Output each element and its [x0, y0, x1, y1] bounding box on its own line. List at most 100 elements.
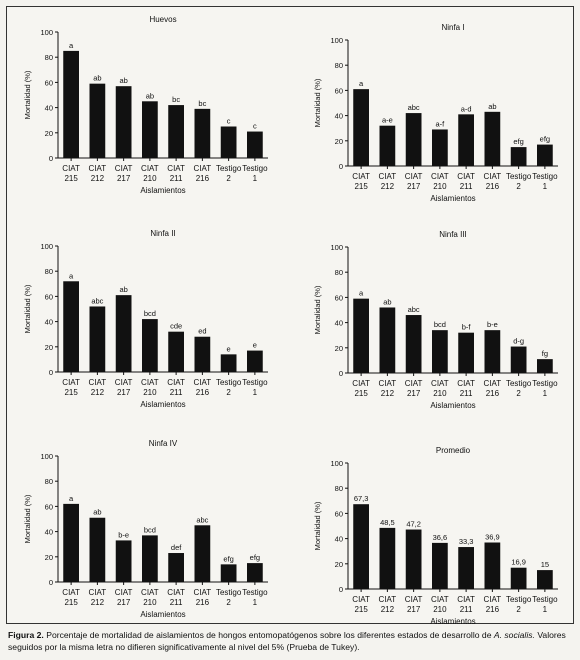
bar-value-label: abc [91, 296, 103, 305]
bar [247, 350, 263, 372]
bar-value-label: efg [540, 135, 550, 144]
x-tick-label-line2: 212 [91, 388, 105, 397]
bar-value-label: 36,6 [433, 533, 448, 542]
x-tick-label-line1: Testigo [216, 164, 242, 173]
y-tick-label: 40 [335, 535, 343, 544]
bar [458, 114, 474, 166]
x-tick-label-line2: 210 [433, 182, 447, 191]
y-tick-label: 40 [45, 318, 53, 327]
y-tick-label: 20 [45, 553, 53, 562]
x-tick-label-line1: Testigo [506, 172, 532, 181]
bar-value-label: ed [198, 327, 206, 336]
y-tick-label: 40 [45, 528, 53, 537]
chart-title: Ninfa II [150, 229, 175, 238]
x-tick-label-line2: 2 [226, 598, 231, 607]
x-tick-label-line2: 2 [226, 388, 231, 397]
x-tick-label-line1: CIAT [431, 379, 449, 388]
x-tick-label-line1: CIAT [379, 595, 397, 604]
y-tick-label: 80 [45, 267, 53, 276]
y-tick-label: 60 [45, 502, 53, 511]
bar [194, 108, 211, 158]
x-tick-label-line2: 1 [253, 388, 258, 397]
bar-value-label: bcd [144, 525, 156, 534]
x-tick-label-line1: CIAT [167, 588, 185, 597]
bar [168, 553, 184, 582]
bar-value-label: ab [119, 76, 127, 85]
x-tick-label-line2: 210 [433, 605, 447, 614]
caption-species: A. socialis. [493, 630, 535, 640]
bar [537, 359, 553, 373]
y-tick-label: 0 [49, 154, 53, 163]
x-tick-label-line1: CIAT [89, 588, 107, 597]
bar [247, 563, 263, 582]
x-tick-label-line2: 211 [170, 598, 183, 607]
x-tick-label-line2: 2 [516, 389, 521, 398]
caption-text-part2: Valores seguidos por la misma letra no d… [8, 630, 566, 652]
x-tick-label-line1: CIAT [484, 595, 502, 604]
bar-value-label: a-d [461, 104, 472, 113]
bar [89, 517, 106, 582]
y-tick-label: 100 [330, 243, 343, 252]
y-tick-label: 0 [339, 585, 343, 594]
x-tick-label-line1: Testigo [532, 595, 558, 604]
bar-value-label: fg [542, 349, 548, 358]
bar [63, 503, 79, 582]
bar [63, 50, 79, 158]
y-axis-label: Mortalidad (%) [23, 494, 32, 543]
y-tick-label: 0 [49, 368, 53, 377]
figure-caption: Figura 2. Porcentaje de mortalidad de ai… [8, 629, 574, 653]
x-tick-label-line1: CIAT [379, 379, 397, 388]
x-tick-label-line2: 212 [381, 389, 395, 398]
x-tick-label-line1: Testigo [506, 595, 532, 604]
x-tick-label-line1: CIAT [194, 378, 212, 387]
x-tick-label-line2: 216 [196, 598, 210, 607]
x-tick-label-line1: CIAT [167, 164, 185, 173]
x-tick-label-line1: CIAT [457, 172, 475, 181]
bar [405, 315, 422, 373]
x-tick-label-line2: 212 [381, 605, 395, 614]
bar-value-label: c [253, 122, 257, 131]
bar [379, 527, 396, 589]
y-axis-label: Mortalidad (%) [313, 78, 322, 127]
x-tick-label-line1: CIAT [167, 378, 185, 387]
x-tick-label-line2: 211 [460, 605, 473, 614]
bar-value-label: 16,9 [511, 558, 526, 567]
x-tick-label-line1: CIAT [115, 588, 133, 597]
x-axis-label: Aislamientos [430, 617, 475, 626]
bar [458, 332, 474, 373]
x-tick-label-line1: CIAT [115, 378, 133, 387]
x-axis-label: Aislamientos [430, 194, 475, 203]
x-tick-label-line2: 212 [91, 598, 105, 607]
x-tick-label-line1: CIAT [62, 164, 80, 173]
bar [432, 330, 448, 373]
y-tick-label: 0 [339, 369, 343, 378]
bar [432, 129, 448, 166]
bar [220, 354, 237, 372]
bar [220, 564, 237, 582]
bar [194, 336, 211, 372]
bar [168, 331, 184, 372]
bar [353, 89, 369, 166]
bar-value-label: ab [93, 74, 101, 83]
bar [115, 540, 132, 582]
x-tick-label-line1: CIAT [431, 595, 449, 604]
x-tick-label-line2: 1 [543, 605, 548, 614]
bar [89, 83, 106, 158]
chart-title: Ninfa I [441, 23, 464, 32]
bar-value-label: ab [488, 102, 496, 111]
bar-value-label: a-f [435, 119, 445, 128]
bar-value-label: e [253, 341, 257, 350]
x-tick-label-line2: 1 [253, 174, 258, 183]
bar-value-label: a [69, 494, 74, 503]
bar-value-label: cde [170, 322, 182, 331]
x-tick-label-line1: CIAT [352, 172, 370, 181]
y-tick-label: 40 [335, 319, 343, 328]
x-tick-label-line1: CIAT [457, 379, 475, 388]
x-tick-label-line1: CIAT [141, 378, 159, 387]
x-tick-label-line1: Testigo [532, 379, 558, 388]
x-tick-label-line1: CIAT [62, 378, 80, 387]
bar [247, 131, 263, 158]
bar-value-label: b-e [487, 320, 498, 329]
